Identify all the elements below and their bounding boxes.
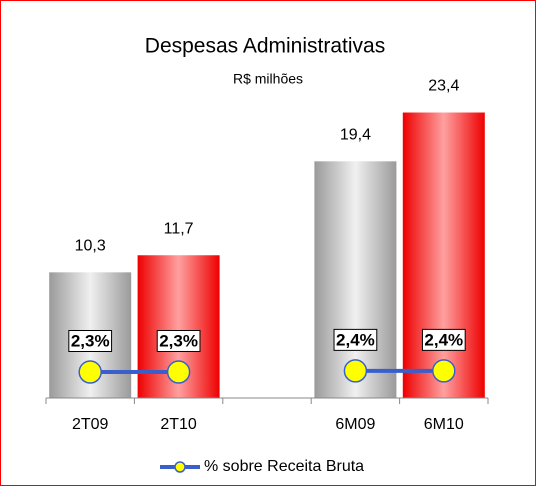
label-box (421, 328, 466, 351)
line-marker (343, 359, 368, 383)
label-box (156, 330, 201, 353)
x-tick-label: 2T10 (160, 416, 197, 433)
legend-marker (174, 461, 186, 473)
bar-value-label: 11,7 (164, 220, 194, 237)
line (90, 368, 444, 375)
x-tick-label: 6M09 (335, 416, 375, 433)
line-marker (432, 359, 456, 383)
line-value-label: 2,4% (336, 330, 375, 349)
legend-label: % sobre Receita Bruta (204, 458, 364, 475)
chart-subtitle: R$ milhões (233, 71, 303, 87)
line-value-label: 2,4% (424, 330, 463, 349)
label-box (333, 328, 378, 351)
line-marker (78, 360, 102, 384)
x-tick-label: 6M10 (424, 416, 464, 433)
line-value-label: 2,3% (71, 332, 110, 351)
label-box (68, 330, 113, 353)
bar-value-label: 23,4 (428, 78, 459, 95)
line-marker (166, 360, 191, 384)
x-tick-label: 2T09 (72, 416, 109, 433)
bar (402, 112, 485, 399)
chart-title: Despesas Administrativas (145, 35, 385, 58)
bar-value-label: 19,4 (340, 127, 371, 144)
bar (314, 161, 397, 398)
bar-value-label: 10,3 (75, 238, 106, 255)
line-value-label: 2,3% (159, 332, 198, 351)
